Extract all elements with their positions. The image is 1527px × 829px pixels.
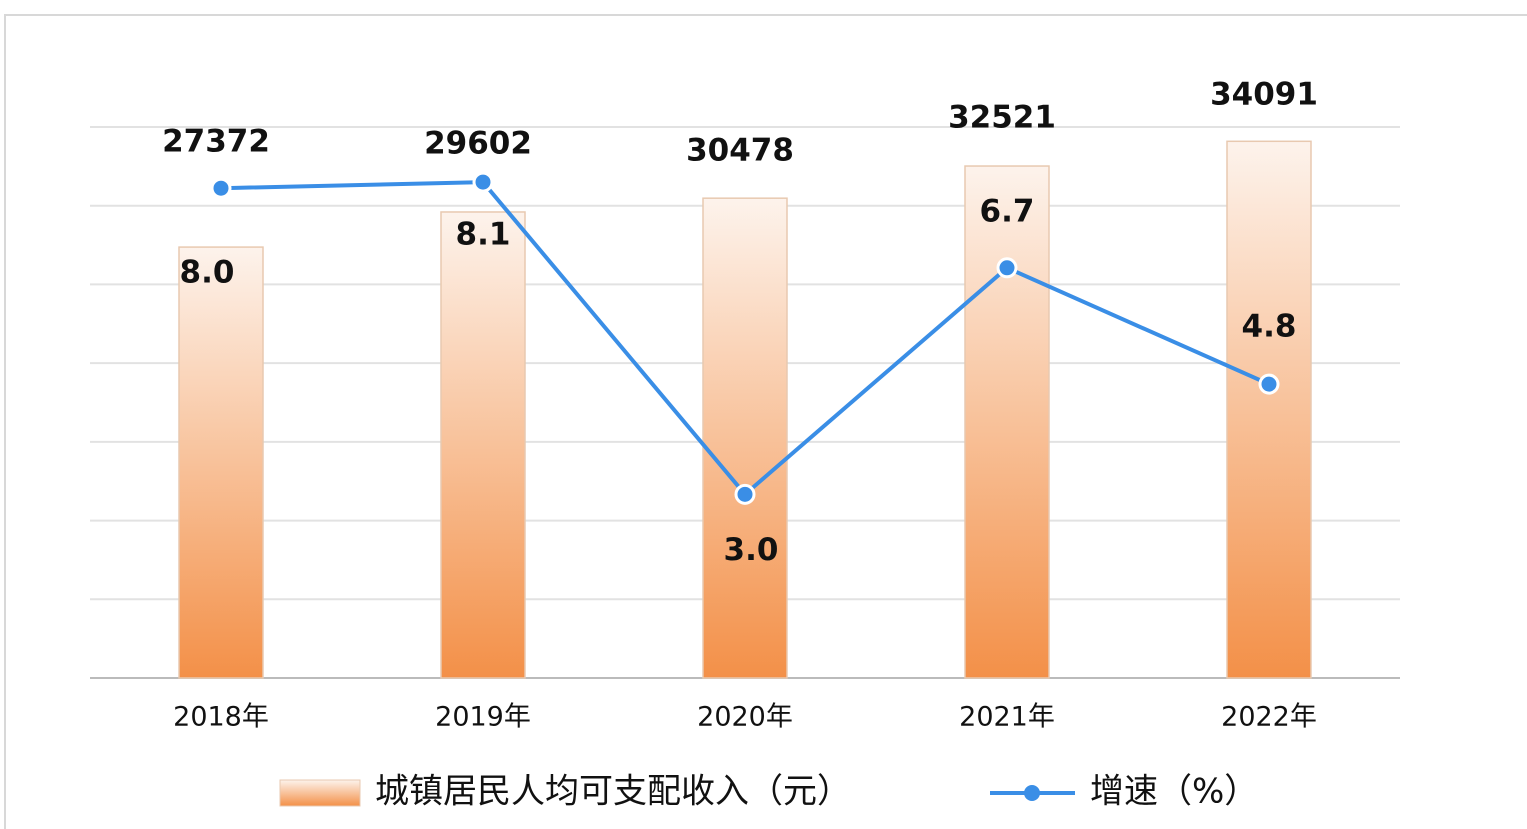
x-tick-label: 2019年	[435, 702, 531, 733]
frame	[4, 14, 1527, 829]
x-tick-label: 2020年	[697, 702, 793, 733]
x-tick-label: 2018年	[173, 702, 269, 733]
bar-value-label: 34091	[1210, 77, 1318, 113]
x-tick-label: 2021年	[959, 702, 1055, 733]
x-tick-label: 2022年	[1221, 702, 1317, 733]
line-marker	[996, 257, 1018, 279]
bar-value-label: 27372	[162, 124, 270, 160]
bar	[440, 211, 526, 679]
legend-label: 城镇居民人均可支配收入（元）	[375, 772, 851, 812]
bar	[702, 197, 788, 679]
legend-swatch	[1024, 785, 1040, 801]
bar-value-label: 32521	[948, 100, 1056, 136]
line-marker	[1258, 373, 1280, 395]
bar-value-label: 29602	[424, 126, 532, 162]
line-value-label: 8.0	[180, 255, 235, 291]
bar	[964, 165, 1050, 679]
bar-value-label: 30478	[686, 133, 794, 169]
legend-label: 增速（%）	[1090, 772, 1258, 812]
bar	[1226, 140, 1312, 679]
line-value-label: 6.7	[980, 193, 1035, 229]
legend-swatch	[279, 779, 361, 807]
line-marker	[734, 483, 756, 505]
bar	[178, 246, 264, 679]
line-value-label: 3.0	[724, 532, 779, 568]
line-value-label: 4.8	[1242, 309, 1297, 345]
line-marker	[472, 171, 494, 193]
line-marker	[210, 177, 232, 199]
line-value-label: 8.1	[456, 217, 511, 253]
